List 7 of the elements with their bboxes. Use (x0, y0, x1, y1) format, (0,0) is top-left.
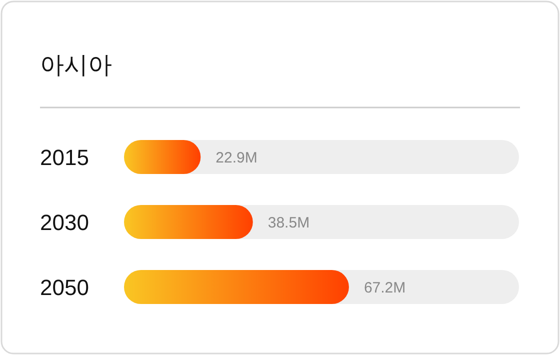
y-tick-label: 2015 (40, 145, 89, 170)
chart-title: 아시아 (40, 52, 112, 79)
data-label: 22.9M (216, 150, 258, 166)
data-label: 67.2M (364, 280, 406, 296)
y-tick-label: 2030 (40, 210, 89, 235)
y-tick-label: 2050 (40, 275, 89, 300)
data-label: 38.5M (268, 214, 310, 232)
